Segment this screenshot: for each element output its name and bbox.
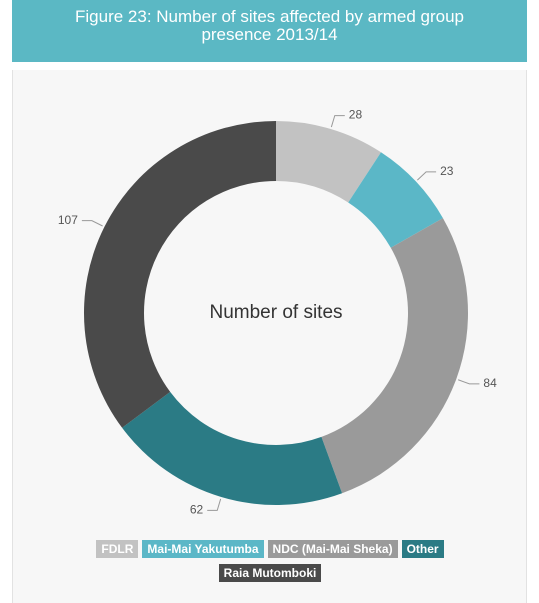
center-label: Number of sites: [209, 302, 342, 323]
legend-item: NDC (Mai-Mai Sheka): [267, 540, 398, 558]
data-label: 84: [483, 376, 497, 390]
leader-line: [417, 171, 437, 181]
donut-segment: [321, 218, 469, 494]
data-label: 107: [58, 213, 78, 227]
leader-line: [457, 379, 480, 385]
legend-item: FDLR: [96, 540, 139, 558]
legend-item: Mai-Mai Yakutumba: [142, 540, 264, 558]
donut-segment: [348, 152, 443, 248]
data-label: 62: [190, 503, 204, 517]
data-label: 23: [440, 164, 454, 178]
data-label: 28: [349, 108, 363, 122]
leader-line: [81, 220, 103, 227]
legend-item: Other: [401, 540, 444, 558]
donut-segment: [84, 120, 276, 428]
legend: FDLR Mai-Mai Yakutumba NDC (Mai-Mai Sheka)…: [80, 540, 460, 582]
chart-title: Figure 23: Number of sites affected by a…: [12, 0, 527, 62]
donut-segment: [122, 391, 343, 506]
leader-line: [330, 115, 345, 128]
legend-item: Raia Mutomboki: [218, 564, 322, 582]
donut-segment: [276, 121, 382, 203]
leader-line: [207, 498, 222, 511]
